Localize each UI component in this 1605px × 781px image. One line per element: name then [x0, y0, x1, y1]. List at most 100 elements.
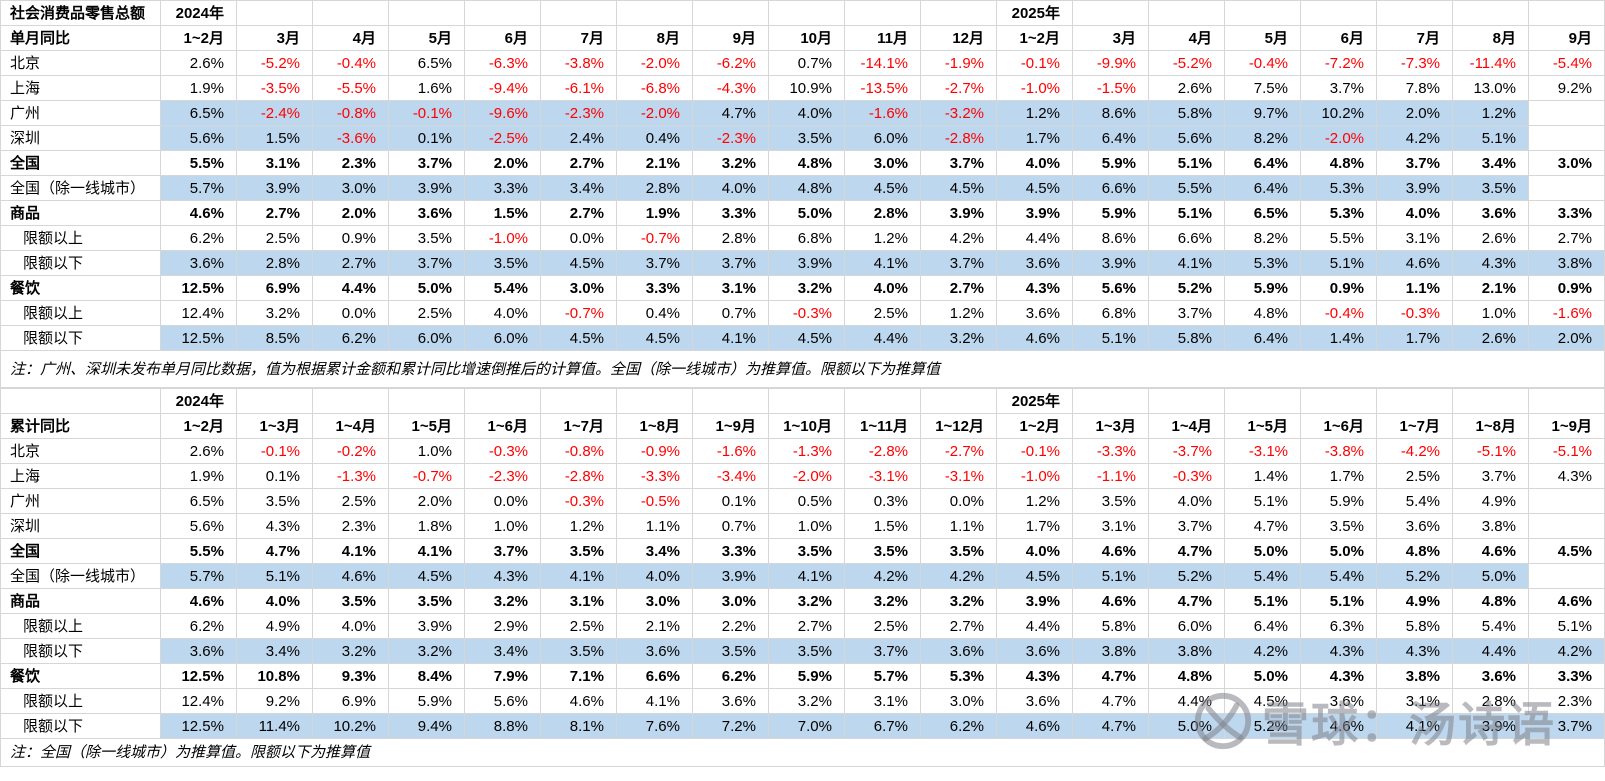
table-cell: -3.1% [844, 463, 921, 489]
row-label: 广州 [0, 100, 161, 126]
table-cell: 4.5% [844, 175, 921, 201]
table-cell: 1.2% [1452, 100, 1529, 126]
table-cell: 4.7% [692, 100, 769, 126]
table-cell: 2.6% [160, 438, 237, 464]
table-cell: -1.9% [920, 50, 997, 76]
table-cell: 3.2% [312, 638, 389, 664]
table-cell: 4.8% [768, 150, 845, 176]
table-cell: 2.6% [160, 50, 237, 76]
table-cell: 3.9% [388, 613, 465, 639]
table-row: 全国（除一线城市） 5.7% 5.1% 4.6% 4.5% 4.3% 4.1% 4.0% 3.9… [0, 563, 1605, 589]
table-cell: 4.7% [236, 538, 313, 564]
column-header-cell: 1~2月 [996, 25, 1073, 51]
table-cell: 8.4% [388, 663, 465, 689]
table-cell: 3.7% [616, 250, 693, 276]
table-cell: 3.8% [1376, 663, 1453, 689]
table-cell: 5.5% [1148, 175, 1225, 201]
table-cell: 3.0% [692, 588, 769, 614]
table-cell: 6.2% [312, 325, 389, 351]
table-cell: -1.0% [996, 463, 1073, 489]
table-cell: 6.7% [844, 713, 921, 739]
empty-cell [1224, 388, 1301, 414]
table-cell: 0.7% [768, 50, 845, 76]
table-cell: 0.9% [312, 225, 389, 251]
row-header-title: 单月同比 [0, 25, 161, 51]
table-row: 上海 1.9% 0.1% -1.3% -0.7% -2.3% -2.8% -3.3% -3.4%… [0, 463, 1605, 489]
column-header-cell: 1~8月 [1452, 413, 1529, 439]
table-cell: 1.7% [1376, 325, 1453, 351]
table-cell: 5.1% [1224, 488, 1301, 514]
table-cell: 1.2% [540, 513, 617, 539]
table-cell: 4.5% [996, 175, 1073, 201]
table-cell: 3.6% [996, 638, 1073, 664]
empty-cell [616, 0, 693, 26]
table-cell: 3.1% [236, 150, 313, 176]
table-cell: 0.0% [464, 488, 541, 514]
table-cell: 1.5% [844, 513, 921, 539]
table-cell: 4.1% [844, 250, 921, 276]
table-cell: -9.6% [464, 100, 541, 126]
empty-cell [1376, 388, 1453, 414]
empty-cell [1452, 0, 1529, 26]
table-cell: 7.5% [1224, 75, 1301, 101]
column-header-cell: 10月 [768, 25, 845, 51]
table-cell: -1.6% [1528, 300, 1605, 326]
table-cell: -2.0% [1300, 125, 1377, 151]
table-cell: 4.0% [844, 275, 921, 301]
table-cell: -3.7% [1148, 438, 1225, 464]
table-cell: -5.2% [1148, 50, 1225, 76]
table-cell [1528, 563, 1605, 589]
table-cell: 5.4% [1376, 488, 1453, 514]
table-cell: -9.9% [1072, 50, 1149, 76]
table-cell: 10.9% [768, 75, 845, 101]
table-cell: -4.2% [1376, 438, 1453, 464]
table-cell: 3.7% [844, 638, 921, 664]
table-cell: 4.5% [1224, 688, 1301, 714]
table-cell: 3.2% [768, 688, 845, 714]
empty-cell [1224, 0, 1301, 26]
table-cell: -3.3% [1072, 438, 1149, 464]
table-cell: 10.8% [236, 663, 313, 689]
table-cell: 2.7% [540, 150, 617, 176]
table-cell: -5.4% [1528, 50, 1605, 76]
table-cell: 3.1% [844, 688, 921, 714]
table-cell: -2.8% [540, 463, 617, 489]
table-cell: -6.1% [540, 75, 617, 101]
table-cell [1528, 513, 1605, 539]
table-cell: 2.5% [1376, 463, 1453, 489]
table-cell: 3.4% [540, 175, 617, 201]
table-cell: 2.9% [464, 613, 541, 639]
table-cell: 4.6% [1376, 250, 1453, 276]
table-cell: 0.1% [236, 463, 313, 489]
table-cell: 5.0% [1224, 663, 1301, 689]
table-cell: 4.6% [1528, 588, 1605, 614]
table-cell: 9.2% [236, 688, 313, 714]
table-cell: 3.9% [388, 175, 465, 201]
table-cell: 3.4% [1452, 150, 1529, 176]
table-row: 限额以下 3.6% 2.8% 2.7% 3.7% 3.5% 4.5% 3.7% 3.7% 3.9%… [0, 250, 1605, 276]
table-cell: 3.6% [388, 200, 465, 226]
table-cell: 2.1% [616, 613, 693, 639]
table-cell: -3.1% [920, 463, 997, 489]
table-cell: 2.6% [1148, 75, 1225, 101]
table-cell: 3.7% [1148, 513, 1225, 539]
empty-cell [540, 388, 617, 414]
table-cell: -2.8% [920, 125, 997, 151]
column-header-cell: 1~4月 [1148, 413, 1225, 439]
empty-cell [236, 0, 313, 26]
table-cell: 4.6% [160, 200, 237, 226]
table-cell: 3.5% [464, 250, 541, 276]
table-cell: -3.8% [1300, 438, 1377, 464]
table-cell: 2.5% [844, 300, 921, 326]
table-cell: 3.5% [768, 538, 845, 564]
table-cell: 2.1% [1452, 275, 1529, 301]
empty-cell [312, 388, 389, 414]
table-cell: 4.7% [1224, 513, 1301, 539]
column-header-cell: 1~7月 [1376, 413, 1453, 439]
table-row: 北京 2.6% -0.1% -0.2% 1.0% -0.3% -0.8% -0.9% -1.6%… [0, 438, 1605, 464]
table-cell: -0.3% [540, 488, 617, 514]
table-cell: 3.6% [616, 638, 693, 664]
table-cell: 5.4% [1452, 613, 1529, 639]
table-cell: 6.9% [312, 688, 389, 714]
table-cell: 3.0% [540, 275, 617, 301]
